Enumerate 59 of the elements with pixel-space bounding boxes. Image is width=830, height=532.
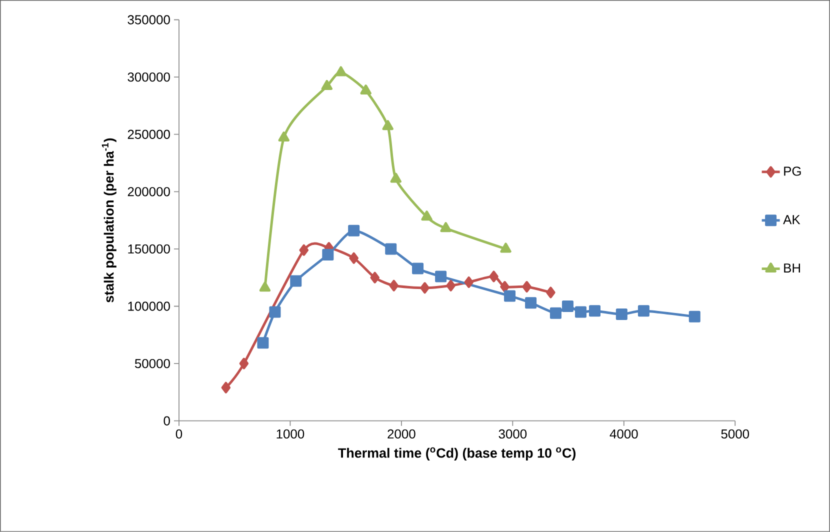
point bbox=[322, 248, 334, 260]
point bbox=[390, 172, 402, 183]
point bbox=[420, 282, 430, 294]
point bbox=[221, 382, 231, 394]
x-tick-label: 0 bbox=[176, 429, 182, 439]
point bbox=[382, 120, 394, 130]
point bbox=[421, 210, 432, 221]
point bbox=[440, 222, 452, 232]
x-tick-label: 1000 bbox=[276, 429, 304, 439]
legend-label: PG bbox=[784, 166, 801, 176]
y-tick-label: 300000 bbox=[128, 72, 170, 82]
point bbox=[574, 306, 586, 318]
point bbox=[278, 132, 290, 142]
point bbox=[522, 281, 532, 293]
point bbox=[348, 224, 360, 236]
point bbox=[688, 310, 700, 322]
point bbox=[239, 358, 249, 370]
point bbox=[299, 244, 309, 256]
point bbox=[349, 252, 358, 264]
legend-label: AK bbox=[783, 215, 800, 224]
x-tick-label: 2000 bbox=[388, 429, 416, 439]
point bbox=[259, 282, 271, 292]
point bbox=[500, 242, 512, 253]
y-tick-label: 200000 bbox=[128, 187, 170, 196]
y-tick-label: 350000 bbox=[128, 15, 170, 24]
y-tick-label: 150000 bbox=[128, 244, 170, 254]
legend-label: BH bbox=[784, 264, 800, 273]
x-tick-label: 5000 bbox=[721, 429, 750, 439]
point bbox=[385, 243, 397, 255]
y-axis-title: stalk population (per ha$^{-1}$) bbox=[102, 138, 116, 302]
point bbox=[257, 337, 269, 349]
point bbox=[504, 290, 516, 302]
x-axis-title: Thermal time ($^{o}$Cd) (base temp 10 $^{o}$C) bbox=[338, 447, 576, 460]
y-tick-label: 0 bbox=[164, 416, 170, 426]
point bbox=[360, 84, 372, 95]
point bbox=[550, 307, 562, 319]
point bbox=[321, 80, 332, 90]
point bbox=[370, 272, 380, 284]
point bbox=[435, 270, 447, 282]
y-tick-label: 50000 bbox=[134, 359, 170, 368]
x-tick-label: 3000 bbox=[498, 429, 527, 439]
point bbox=[616, 308, 628, 320]
y-tick-label: 250000 bbox=[128, 130, 170, 139]
x-tick-label: 4000 bbox=[610, 429, 638, 439]
point bbox=[489, 270, 498, 282]
y-tick-label: 100000 bbox=[128, 302, 170, 311]
point bbox=[525, 297, 537, 309]
point bbox=[546, 286, 556, 298]
point bbox=[290, 275, 302, 287]
point bbox=[464, 276, 474, 288]
point bbox=[412, 262, 424, 274]
point bbox=[335, 66, 347, 76]
point bbox=[389, 280, 398, 292]
point bbox=[500, 281, 510, 293]
point bbox=[269, 306, 281, 318]
point bbox=[638, 305, 650, 317]
point bbox=[446, 280, 456, 292]
point bbox=[589, 305, 600, 317]
point bbox=[562, 300, 574, 312]
